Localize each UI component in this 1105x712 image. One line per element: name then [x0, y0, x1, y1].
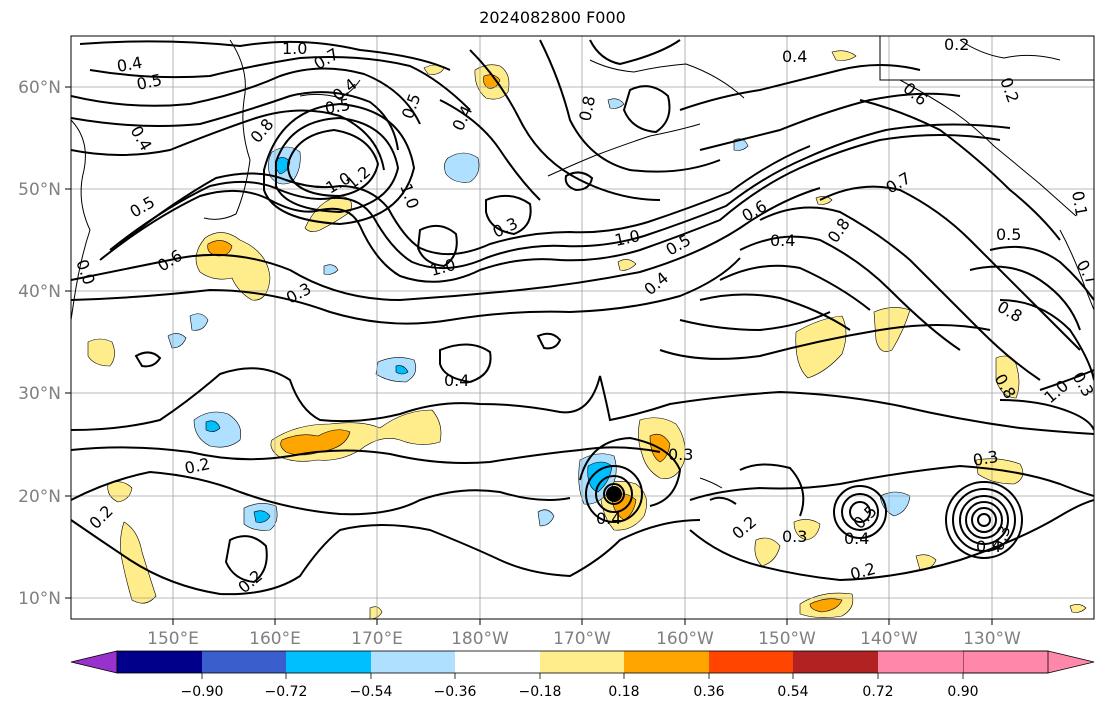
colorbar-segment — [371, 651, 455, 673]
positive-shade — [617, 259, 637, 271]
contour-lines — [71, 39, 1094, 596]
colorbar-tick-marks — [201, 673, 964, 679]
colorbar-segment — [624, 651, 709, 673]
negative-shade — [395, 365, 409, 375]
colorbar-segment — [540, 651, 624, 673]
lon-label: 160°E — [249, 629, 301, 649]
lon-label: 140°W — [860, 629, 918, 649]
colorbar-segment — [709, 651, 793, 673]
lat-label: 10°N — [18, 589, 61, 609]
contour-label: 0.5 — [323, 95, 351, 118]
negative-shade — [189, 313, 209, 331]
colorbar-outline — [116, 650, 1049, 674]
colorbar-segment — [117, 651, 202, 673]
longitude-labels: 150°E 160°E 170°E 180°W 170°W 160°W 150°… — [147, 629, 1021, 649]
contour-label: 0.5 — [996, 225, 1021, 244]
contour-label: 1.0 — [282, 39, 307, 58]
colorbar-tick: −0.54 — [350, 684, 393, 700]
contour-label: 0.2 — [183, 454, 212, 478]
storm-center-marker — [606, 486, 622, 502]
contour-label: 0.4 — [596, 509, 621, 528]
map-plot-area — [71, 36, 1094, 619]
lon-label: 170°E — [351, 629, 403, 649]
colorbar-overflow — [962, 650, 1095, 674]
lon-label: 150°E — [147, 629, 199, 649]
negative-shade — [879, 491, 911, 517]
colorbar-segment — [202, 651, 286, 673]
lon-label: 160°W — [656, 629, 714, 649]
axis-ticks — [65, 86, 993, 625]
lon-label: 150°W — [758, 629, 816, 649]
contour-label: 0.4 — [770, 231, 795, 250]
positive-shade — [304, 195, 352, 232]
colorbar-tick: −0.72 — [265, 684, 308, 700]
contour-label: 0.4 — [844, 529, 869, 548]
lat-label: 40°N — [18, 282, 61, 302]
negative-shade — [444, 152, 480, 183]
contour-label: 0.2 — [944, 35, 969, 54]
colorbar-tick: 0.18 — [608, 684, 639, 700]
colorbar-tick: −0.90 — [181, 684, 224, 700]
colorbar-segment — [455, 651, 540, 673]
positive-shade — [1069, 604, 1087, 613]
latitude-labels: 60°N 50°N 40°N 30°N 20°N 10°N — [18, 78, 61, 609]
positive-shade — [793, 519, 821, 541]
colorbar-segment — [793, 651, 878, 673]
colorbar-tick: −0.36 — [434, 684, 477, 700]
colorbar-tick: 0.36 — [693, 684, 724, 700]
map-title: 2024082800 F000 — [479, 8, 626, 27]
positive-shade — [809, 598, 843, 613]
colorbar-tick-labels: −0.90 −0.72 −0.54 −0.36 −0.18 0.18 0.36 … — [181, 684, 979, 700]
colorbar-tick: −0.18 — [519, 684, 562, 700]
colorbar-underflow — [70, 650, 118, 674]
colorbar-tick: 0.54 — [777, 684, 808, 700]
contour-label: 0.3 — [971, 447, 999, 470]
positive-shade — [280, 429, 351, 456]
colorbar — [70, 650, 1095, 674]
negative-shade — [607, 98, 625, 109]
lat-label: 60°N — [18, 78, 61, 98]
positive-shade — [815, 196, 833, 205]
contour-label: 0.4 — [115, 53, 143, 76]
positive-shade — [754, 537, 781, 567]
contour-label: 0.5 — [135, 70, 164, 94]
negative-shade — [253, 510, 271, 523]
gridlines — [71, 36, 1094, 619]
colorbar-tick: 0.90 — [947, 684, 978, 700]
contour-label: 0.4 — [782, 47, 807, 66]
negative-shade — [733, 138, 749, 151]
negative-shade — [167, 333, 187, 349]
lat-label: 20°N — [18, 487, 61, 507]
coastlines — [71, 36, 1094, 489]
lon-label: 130°W — [963, 629, 1021, 649]
lon-label: 180°W — [451, 629, 509, 649]
colorbar-tick: 0.72 — [862, 684, 893, 700]
contour-label: 0.3 — [668, 445, 693, 464]
positive-shade — [207, 240, 233, 257]
contour-label: 0.4 — [444, 371, 469, 390]
negative-shade — [537, 509, 555, 527]
positive-shade — [107, 481, 133, 503]
positive-shade — [120, 521, 157, 604]
lat-label: 30°N — [18, 384, 61, 404]
negative-shade — [323, 264, 339, 275]
contour-label: 1.0 — [613, 226, 642, 250]
colorbar-segment — [878, 651, 963, 673]
colorbar-segment — [286, 651, 371, 673]
negative-shade — [587, 461, 613, 493]
positive-shade — [87, 338, 115, 367]
lat-label: 50°N — [18, 180, 61, 200]
positive-shade — [975, 458, 1024, 485]
contour-label: 0.1 — [1068, 189, 1091, 217]
positive-shade — [873, 307, 911, 352]
contour-label: 0.8 — [575, 94, 599, 123]
contour-label: 0.3 — [782, 527, 807, 546]
contour-label: 0.4 — [976, 537, 1001, 556]
positive-shade — [831, 50, 857, 61]
lon-label: 170°W — [553, 629, 611, 649]
negative-shade — [205, 420, 221, 432]
